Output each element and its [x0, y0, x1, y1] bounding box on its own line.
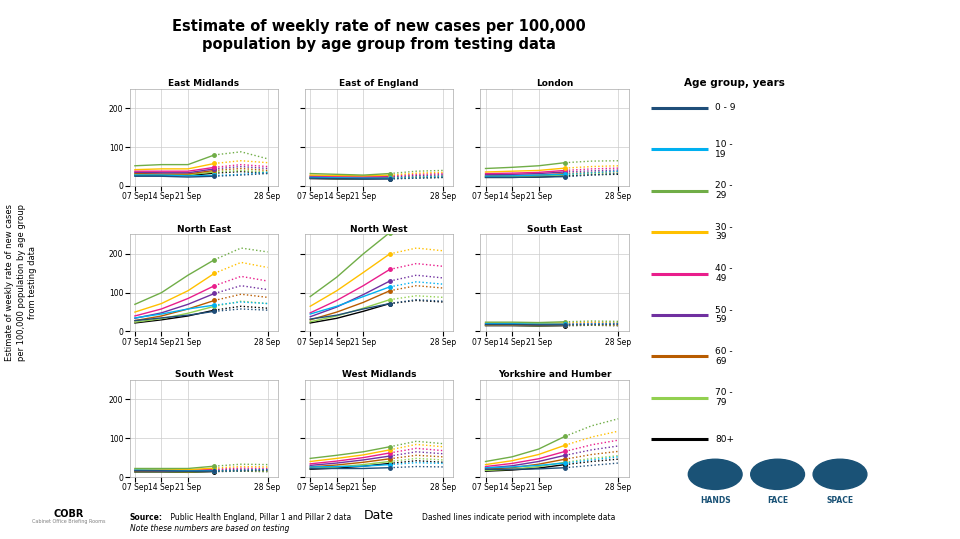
Text: Estimate of weekly rate of new cases
per 100,000 population by age group
from te: Estimate of weekly rate of new cases per…	[5, 204, 37, 362]
Text: 10 -: 10 -	[715, 140, 732, 149]
Text: 60 -: 60 -	[715, 347, 732, 356]
Title: South West: South West	[175, 370, 233, 379]
Text: 50 -: 50 -	[715, 306, 732, 315]
Title: Yorkshire and Humber: Yorkshire and Humber	[498, 370, 612, 379]
Title: North East: North East	[177, 225, 231, 234]
Text: Note these numbers are based on testing: Note these numbers are based on testing	[130, 524, 289, 533]
Text: 79: 79	[715, 398, 727, 407]
Title: East Midlands: East Midlands	[168, 79, 239, 88]
Text: Public Health England, Pillar 1 and Pillar 2 data: Public Health England, Pillar 1 and Pill…	[168, 513, 351, 522]
Text: Source:: Source:	[130, 513, 162, 522]
Title: West Midlands: West Midlands	[342, 370, 417, 379]
Text: 19: 19	[715, 150, 727, 158]
Text: COBR: COBR	[54, 509, 84, 520]
Text: 20 -: 20 -	[715, 181, 732, 190]
Text: FACE: FACE	[767, 496, 788, 505]
Title: North West: North West	[350, 225, 408, 234]
Text: 29: 29	[715, 191, 727, 200]
Text: Estimate of weekly rate of new cases per 100,000
population by age group from te: Estimate of weekly rate of new cases per…	[173, 19, 586, 52]
Text: Dashed lines indicate period with incomplete data: Dashed lines indicate period with incomp…	[422, 513, 615, 522]
Text: 40 -: 40 -	[715, 264, 732, 273]
Text: 59: 59	[715, 315, 727, 324]
Text: 49: 49	[715, 274, 727, 283]
Text: 70 -: 70 -	[715, 389, 732, 397]
Text: Age group, years: Age group, years	[684, 78, 785, 88]
Title: East of England: East of England	[340, 79, 419, 88]
Text: HANDS: HANDS	[700, 496, 731, 505]
Text: 69: 69	[715, 357, 727, 366]
Title: London: London	[536, 79, 573, 88]
Text: 39: 39	[715, 232, 727, 241]
Title: South East: South East	[527, 225, 582, 234]
Text: Date: Date	[364, 509, 395, 522]
Text: Cabinet Office Briefing Rooms: Cabinet Office Briefing Rooms	[33, 519, 106, 523]
Text: 80+: 80+	[715, 435, 734, 444]
Text: 30 -: 30 -	[715, 223, 732, 232]
Text: 0 - 9: 0 - 9	[715, 103, 735, 112]
Text: SPACE: SPACE	[827, 496, 853, 505]
